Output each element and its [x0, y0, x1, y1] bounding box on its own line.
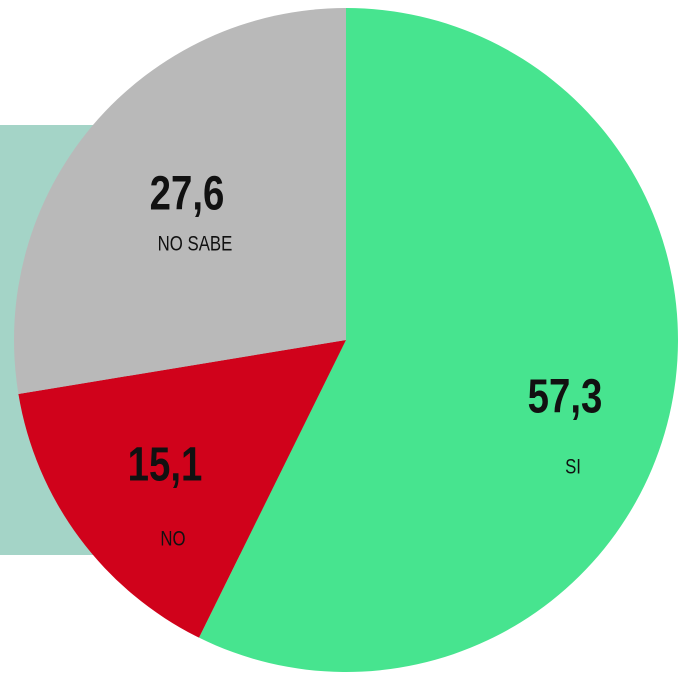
- category-label: SI: [565, 456, 581, 479]
- pie-slice: [14, 8, 347, 394]
- data-label: 27,6: [150, 168, 225, 221]
- category-label: NO: [160, 528, 185, 551]
- category-label: NO SABE: [158, 233, 233, 256]
- data-label: 57,3: [528, 371, 603, 424]
- data-label: 15,1: [128, 439, 203, 492]
- pie-slice: [18, 340, 347, 638]
- pie-slice: [199, 8, 678, 672]
